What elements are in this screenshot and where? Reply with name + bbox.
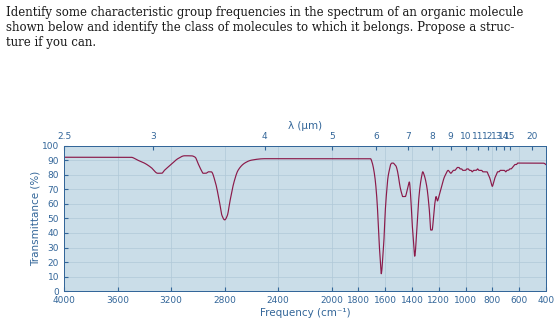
Text: Identify some characteristic group frequencies in the spectrum of an organic mol: Identify some characteristic group frequ… xyxy=(6,6,523,49)
X-axis label: Frequency (cm⁻¹): Frequency (cm⁻¹) xyxy=(260,308,350,318)
Y-axis label: Transmittance (%): Transmittance (%) xyxy=(31,171,41,266)
X-axis label: λ (μm): λ (μm) xyxy=(288,121,322,131)
